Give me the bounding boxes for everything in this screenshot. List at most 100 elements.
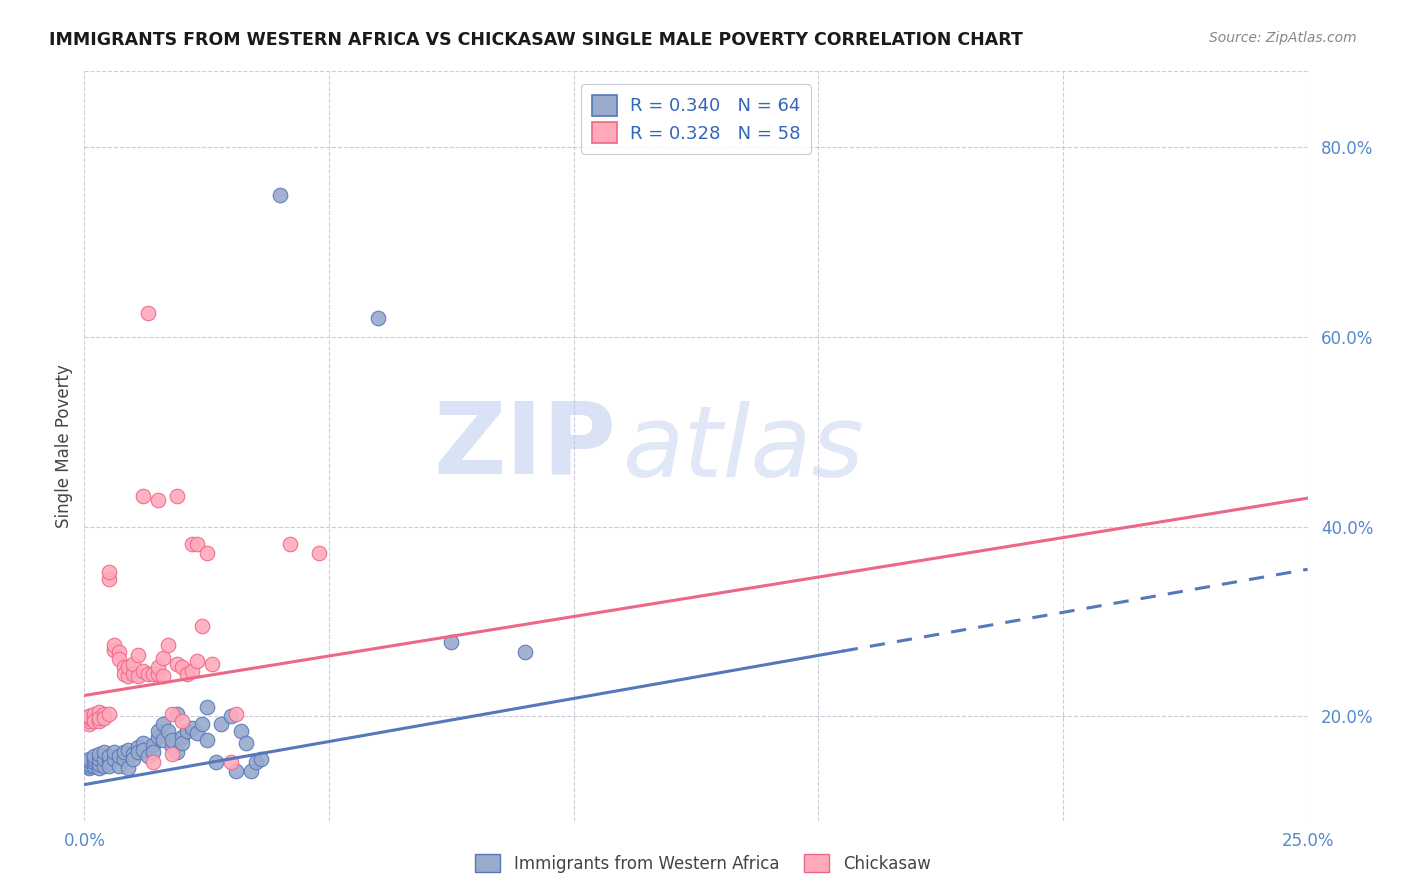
- Point: [77, 752, 100, 766]
- Point: [112, 752, 135, 766]
- Point: [77, 714, 100, 728]
- Point: [205, 755, 228, 769]
- Point: [146, 660, 169, 674]
- Point: [93, 758, 115, 772]
- Point: [195, 733, 218, 747]
- Point: [229, 723, 252, 738]
- Point: [122, 752, 145, 766]
- Point: [181, 537, 204, 551]
- Point: [83, 711, 105, 725]
- Point: [83, 749, 105, 764]
- Point: [77, 756, 100, 771]
- Point: [235, 736, 257, 750]
- Legend: R = 0.340   N = 64, R = 0.328   N = 58: R = 0.340 N = 64, R = 0.328 N = 58: [581, 84, 811, 153]
- Point: [127, 745, 149, 759]
- Point: [77, 709, 100, 723]
- Point: [127, 739, 149, 754]
- Point: [122, 747, 145, 762]
- Point: [172, 730, 194, 744]
- Point: [117, 762, 139, 776]
- Point: [77, 758, 100, 772]
- Point: [249, 752, 271, 766]
- Point: [176, 723, 198, 738]
- Point: [225, 764, 247, 779]
- Point: [83, 714, 105, 728]
- Point: [97, 755, 120, 769]
- Point: [127, 669, 149, 683]
- Point: [97, 707, 120, 722]
- Point: [132, 742, 155, 756]
- Point: [107, 652, 129, 666]
- Point: [83, 758, 105, 772]
- Point: [127, 648, 149, 662]
- Point: [191, 717, 214, 731]
- Point: [117, 669, 139, 683]
- Point: [136, 749, 159, 764]
- Point: [181, 664, 204, 678]
- Point: [103, 638, 125, 652]
- Point: [186, 726, 208, 740]
- Point: [97, 758, 120, 772]
- Point: [146, 493, 169, 508]
- Point: [186, 654, 208, 668]
- Text: Source: ZipAtlas.com: Source: ZipAtlas.com: [1209, 31, 1357, 45]
- Point: [308, 546, 330, 560]
- Point: [107, 758, 129, 772]
- Point: [77, 754, 100, 768]
- Point: [172, 660, 194, 674]
- Point: [146, 666, 169, 681]
- Point: [87, 756, 110, 771]
- Point: [186, 537, 208, 551]
- Point: [77, 762, 100, 776]
- Point: [367, 310, 389, 325]
- Point: [97, 749, 120, 764]
- Legend: Immigrants from Western Africa, Chickasaw: Immigrants from Western Africa, Chickasa…: [468, 847, 938, 880]
- Point: [142, 755, 165, 769]
- Point: [162, 747, 184, 762]
- Point: [146, 723, 169, 738]
- Point: [132, 489, 155, 503]
- Point: [166, 745, 188, 759]
- Point: [142, 738, 165, 752]
- Point: [103, 752, 125, 766]
- Point: [225, 707, 247, 722]
- Point: [166, 707, 188, 722]
- Point: [219, 709, 242, 723]
- Point: [87, 711, 110, 725]
- Point: [156, 638, 179, 652]
- Point: [209, 717, 232, 731]
- Point: [83, 755, 105, 769]
- Point: [112, 660, 135, 674]
- Point: [152, 650, 174, 665]
- Point: [239, 764, 262, 779]
- Point: [440, 635, 463, 649]
- Point: [112, 745, 135, 759]
- Point: [112, 666, 135, 681]
- Point: [181, 721, 204, 735]
- Point: [166, 489, 188, 503]
- Point: [87, 752, 110, 766]
- Text: atlas: atlas: [623, 401, 865, 499]
- Point: [245, 755, 267, 769]
- Point: [136, 666, 159, 681]
- Point: [87, 705, 110, 719]
- Point: [152, 717, 174, 731]
- Point: [93, 752, 115, 766]
- Point: [156, 723, 179, 738]
- Point: [122, 657, 145, 672]
- Point: [172, 714, 194, 728]
- Point: [132, 664, 155, 678]
- Point: [278, 537, 301, 551]
- Point: [83, 752, 105, 766]
- Text: ZIP: ZIP: [433, 398, 616, 494]
- Point: [195, 546, 218, 560]
- Point: [142, 666, 165, 681]
- Point: [97, 572, 120, 586]
- Point: [166, 657, 188, 672]
- Point: [83, 707, 105, 722]
- Point: [219, 755, 242, 769]
- Point: [136, 306, 159, 320]
- Point: [87, 714, 110, 728]
- Y-axis label: Single Male Poverty: Single Male Poverty: [55, 364, 73, 528]
- Point: [87, 762, 110, 776]
